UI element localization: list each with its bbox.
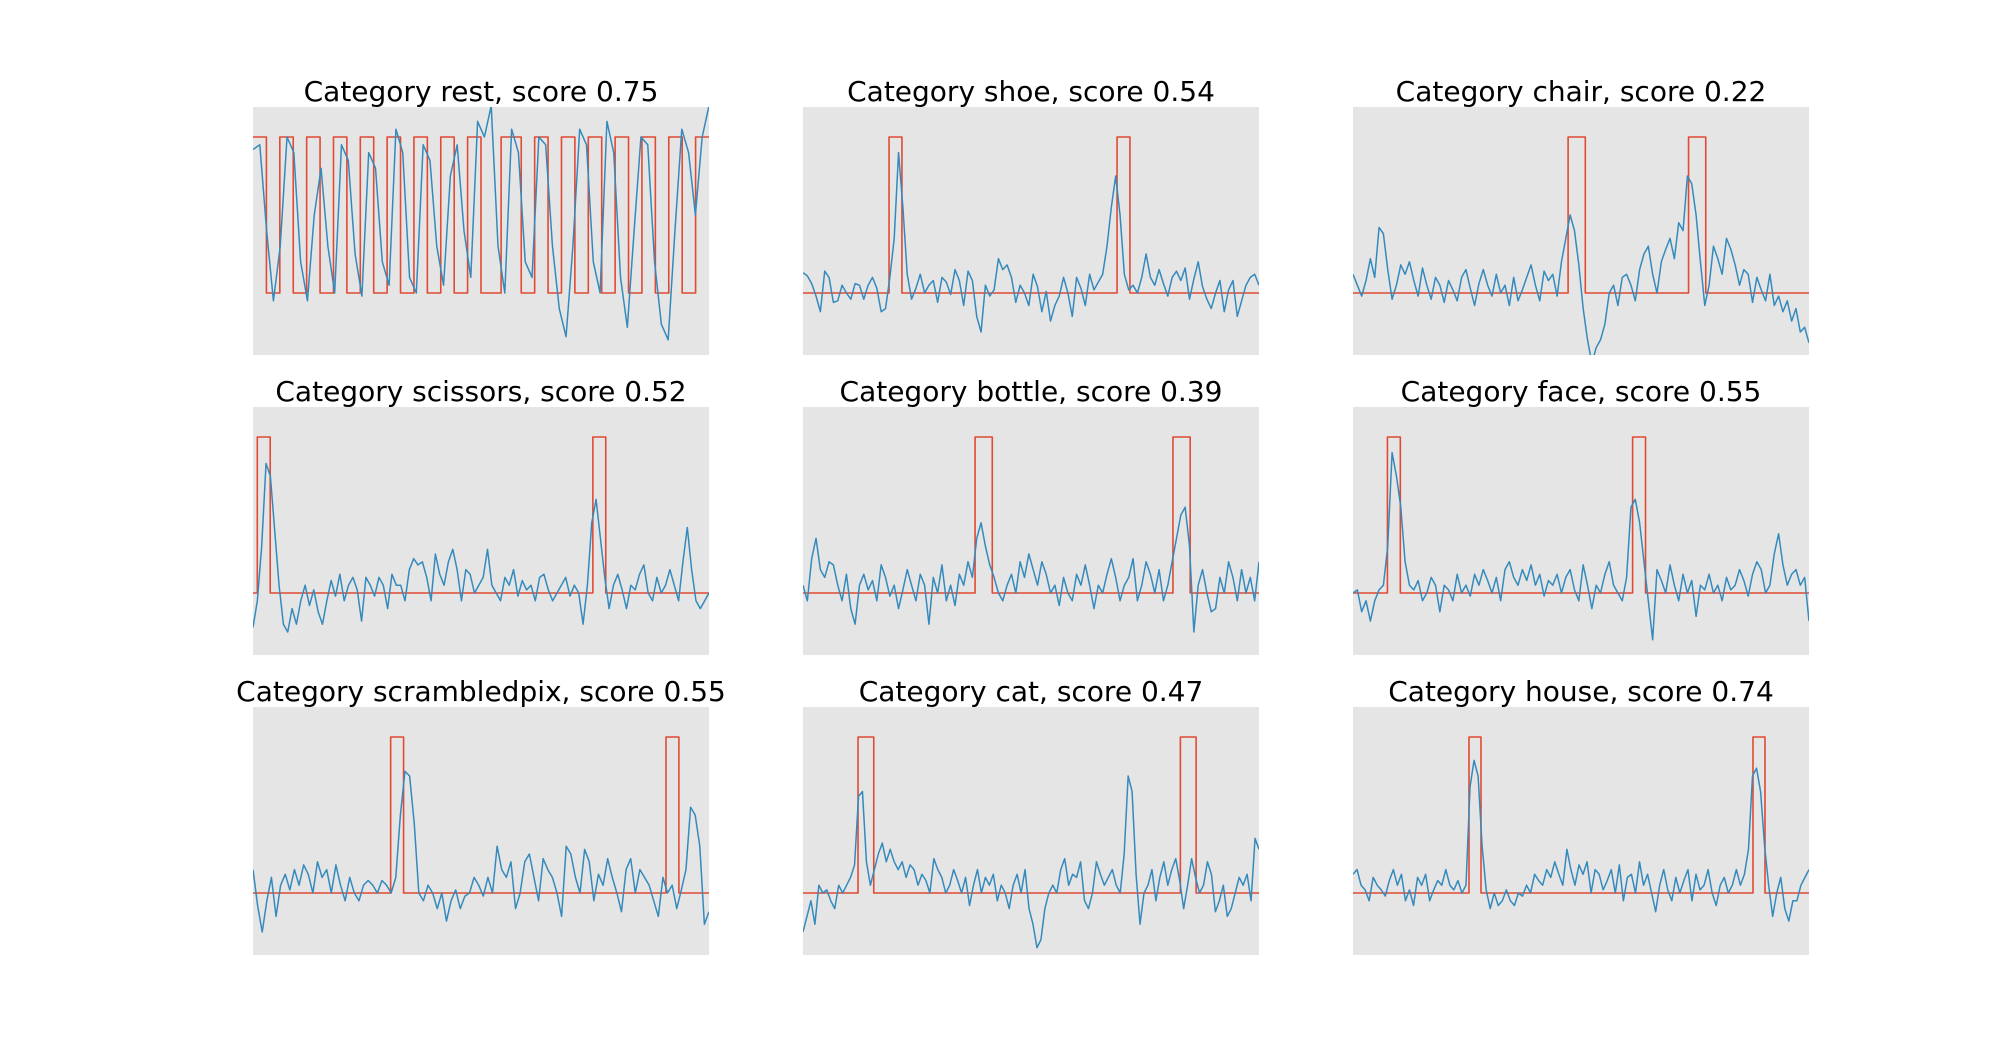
design-step-line (803, 436, 1259, 594)
axes-background (1353, 707, 1809, 955)
signal-line (803, 506, 1259, 633)
panel-house: Category house, score 0.74 (1353, 675, 1809, 955)
panel-title: Category shoe, score 0.54 (847, 75, 1215, 108)
panel-title: Category bottle, score 0.39 (840, 375, 1223, 408)
signal-line (253, 770, 709, 933)
axes-background (1353, 407, 1809, 655)
design-step-line (1353, 436, 1809, 594)
panel-scissors: Category scissors, score 0.52 (253, 375, 709, 655)
signal-line (803, 775, 1259, 949)
panel-title: Category house, score 0.74 (1388, 675, 1774, 708)
panel-title: Category chair, score 0.22 (1396, 75, 1767, 108)
signal-line (1353, 759, 1809, 922)
design-step-line (1353, 736, 1809, 894)
panel-title: Category cat, score 0.47 (859, 675, 1204, 708)
signal-line (1353, 451, 1809, 641)
panel-cat: Category cat, score 0.47 (803, 675, 1259, 955)
panel-rest: Category rest, score 0.75 (253, 75, 709, 355)
signal-line (253, 107, 709, 341)
signal-line (253, 462, 709, 633)
panel-face: Category face, score 0.55 (1353, 375, 1809, 655)
panel-title: Category scissors, score 0.52 (275, 375, 686, 408)
signal-line (803, 151, 1259, 333)
design-step-line (803, 736, 1259, 894)
axes-background (1353, 107, 1809, 355)
panel-chair: Category chair, score 0.22 (1353, 75, 1809, 355)
axes-background (253, 407, 709, 655)
axes-background (803, 407, 1259, 655)
panel-title: Category scrambledpix, score 0.55 (236, 675, 726, 708)
panel-scrambledpix: Category scrambledpix, score 0.55 (236, 675, 726, 955)
axes-background (253, 707, 709, 955)
panel-shoe: Category shoe, score 0.54 (803, 75, 1259, 355)
design-step-line (253, 136, 709, 294)
panel-title: Category face, score 0.55 (1401, 375, 1762, 408)
axes-background (803, 107, 1259, 355)
signal-line (1353, 175, 1809, 355)
panel-bottle: Category bottle, score 0.39 (803, 375, 1259, 655)
panel-title: Category rest, score 0.75 (304, 75, 659, 108)
